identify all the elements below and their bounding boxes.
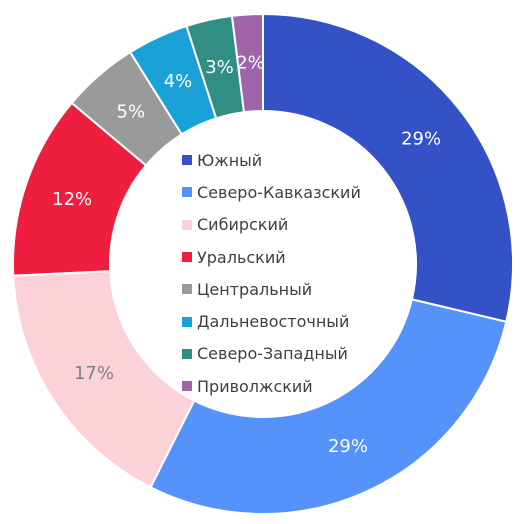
legend-label-5: Центральный <box>197 279 313 299</box>
slice-label-5: 5% <box>117 101 146 122</box>
slice-label-3: 17% <box>74 363 114 384</box>
slice-label-1: 29% <box>401 129 441 150</box>
legend-label-6: Дальневосточный <box>197 312 350 332</box>
legend-label-4: Уральский <box>197 247 286 267</box>
legend-label-3: Сибирский <box>197 215 289 235</box>
legend-label-7: Северо-Западный <box>197 344 348 364</box>
chart-legend: Южный Северо-Кавказский Сибирский Уральский… <box>182 144 361 402</box>
legend-swatch-8 <box>182 381 192 392</box>
slice-label-4: 12% <box>52 189 92 210</box>
legend-label-8: Приволжский <box>197 376 313 396</box>
legend-label-2: Северо-Кавказский <box>197 182 361 202</box>
donut-slice-1 <box>262 12 514 323</box>
legend-swatch-2 <box>182 187 192 198</box>
legend-swatch-3 <box>182 219 192 230</box>
slice-label-6: 4% <box>164 71 193 92</box>
donut-slice-2 <box>149 298 508 515</box>
legend-item-2: Северо-Кавказский <box>182 176 361 208</box>
slice-label-8: 2% <box>236 52 265 73</box>
legend-item-1: Южный <box>182 144 361 176</box>
slice-label-2: 29% <box>328 436 368 457</box>
legend-item-5: Центральный <box>182 273 361 305</box>
legend-swatch-4 <box>182 252 192 263</box>
slice-label-7: 3% <box>205 57 234 78</box>
legend-item-6: Дальневосточный <box>182 305 361 337</box>
donut-slice-8 <box>230 12 264 114</box>
legend-item-7: Северо-Западный <box>182 338 361 370</box>
donut-slice-3 <box>12 270 196 489</box>
legend-label-1: Южный <box>197 150 263 170</box>
legend-item-8: Приволжский <box>182 370 361 402</box>
legend-item-4: Уральский <box>182 241 361 273</box>
legend-swatch-7 <box>182 348 192 359</box>
legend-swatch-1 <box>182 155 192 166</box>
legend-swatch-5 <box>182 284 192 295</box>
legend-swatch-6 <box>182 316 192 327</box>
legend-item-3: Сибирский <box>182 209 361 241</box>
